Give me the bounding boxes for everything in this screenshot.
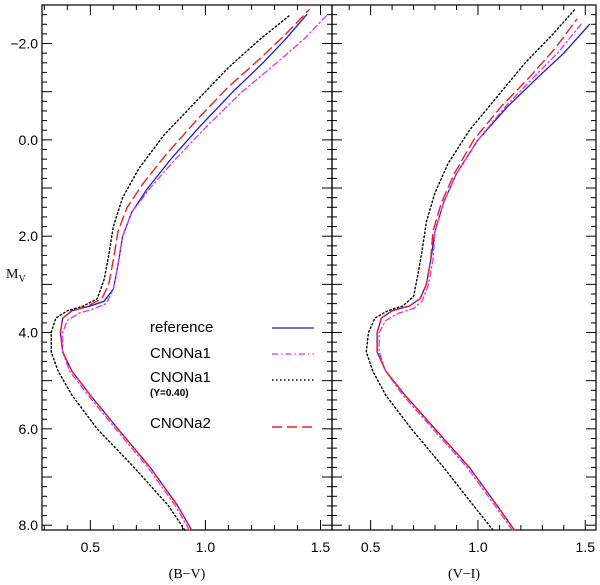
x-tick-label: 1.5 bbox=[576, 539, 596, 555]
legend-label-cnona2: CNONa2 bbox=[150, 415, 211, 432]
x-axis-label-bv: (B−V) bbox=[169, 567, 206, 582]
series-line-reference bbox=[59, 13, 308, 531]
y-axis-label-main: M bbox=[6, 267, 19, 282]
x-tick-label: 0.5 bbox=[361, 539, 381, 555]
y-tick-label: 6.0 bbox=[19, 421, 39, 437]
panel-bv-curves bbox=[50, 9, 329, 531]
y-tick-label: 0.0 bbox=[19, 132, 39, 148]
legend-label-cnona1: CNONa1 bbox=[150, 345, 211, 362]
x-tick-label: 1.0 bbox=[468, 539, 488, 555]
y-axis-label-sub: V bbox=[18, 274, 26, 285]
y-tick-label: 2.0 bbox=[19, 228, 39, 244]
panel-bv-frame bbox=[41, 4, 333, 531]
x-tick-label: 1.5 bbox=[311, 539, 331, 555]
series-line-cnona1-y040 bbox=[365, 9, 576, 531]
panel-vi-ticks: 0.5 1.0 1.5 bbox=[332, 5, 596, 555]
panel-vi-frame bbox=[331, 4, 597, 531]
series-line-reference bbox=[376, 23, 591, 531]
x-axis-label-vi: (V−I) bbox=[448, 567, 480, 582]
y-tick-label: −2.0 bbox=[10, 36, 38, 52]
series-line-cnona2 bbox=[59, 9, 310, 531]
y-tick-label: 4.0 bbox=[19, 325, 39, 341]
legend-sublabel-cnona1-y040: (Y=0.40) bbox=[150, 388, 189, 399]
y-tick-label: 8.0 bbox=[19, 517, 39, 533]
x-tick-label: 0.5 bbox=[81, 539, 101, 555]
series-line-cnona1-y040 bbox=[50, 13, 292, 531]
series-line-cnona1 bbox=[62, 13, 329, 531]
legend: reference CNONa1 CNONa1 (Y=0.40) CNONa2 bbox=[150, 319, 314, 432]
panel-vi-curves bbox=[365, 9, 591, 531]
y-axis-label: MV bbox=[6, 267, 26, 285]
x-tick-label: 1.0 bbox=[196, 539, 216, 555]
panel-bv: 0.5 1.0 1.5 −2.0 0.0 2.0 4.0 6.0 8.0 (B−V) bbox=[10, 4, 333, 582]
legend-label-cnona1-y040: CNONa1 bbox=[150, 369, 211, 386]
legend-label-reference: reference bbox=[150, 319, 213, 336]
series-line-cnona1 bbox=[378, 23, 582, 531]
series-line-cnona2 bbox=[376, 18, 578, 531]
panel-bv-ticks: 0.5 1.0 1.5 −2.0 0.0 2.0 4.0 6.0 8.0 bbox=[10, 5, 332, 555]
panel-vi: 0.5 1.0 1.5 (V−I) bbox=[331, 4, 597, 582]
